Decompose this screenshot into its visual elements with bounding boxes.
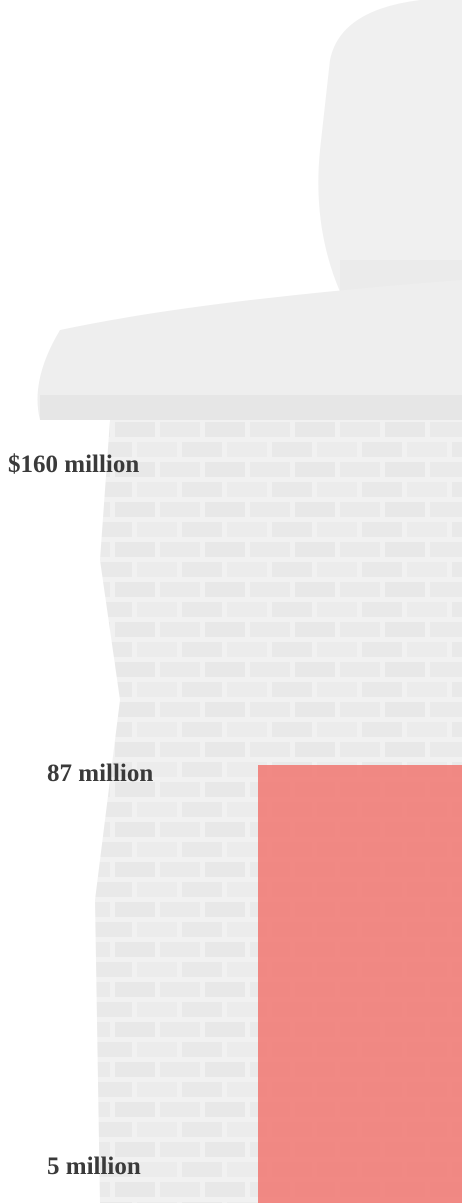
- pillar-cornice: [40, 395, 462, 420]
- amount-label: $160 million: [8, 452, 139, 477]
- amount-label: 5 million: [47, 1154, 141, 1179]
- amount-label: 87 million: [47, 761, 153, 786]
- page: $160 million 87 million 5 million: [0, 0, 462, 1203]
- background-illustration: [0, 0, 462, 1203]
- highlight-block: [258, 765, 462, 1203]
